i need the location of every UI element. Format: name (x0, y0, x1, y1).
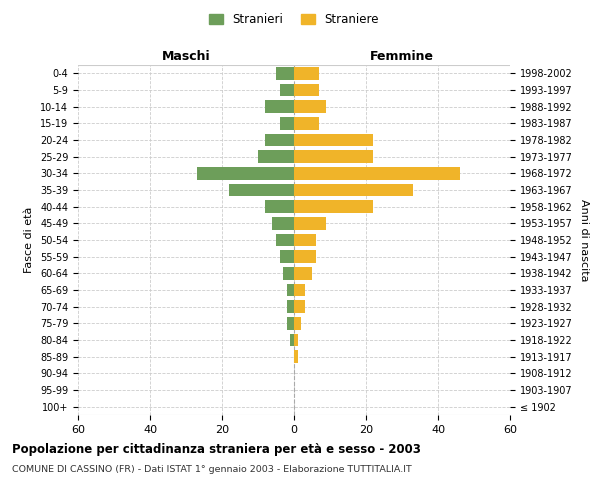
Text: Femmine: Femmine (370, 50, 434, 64)
Bar (294, 267, 312, 280)
Bar (287, 300, 294, 313)
Bar (294, 350, 298, 363)
Y-axis label: Fasce di età: Fasce di età (25, 207, 34, 273)
Bar (294, 250, 316, 263)
Text: Popolazione per cittadinanza straniera per età e sesso - 2003: Popolazione per cittadinanza straniera p… (12, 442, 421, 456)
Bar (258, 150, 294, 163)
Bar (294, 84, 319, 96)
Bar (294, 334, 298, 346)
Bar (287, 317, 294, 330)
Bar (294, 67, 319, 80)
Bar (294, 167, 460, 179)
Bar (287, 284, 294, 296)
Text: COMUNE DI CASSINO (FR) - Dati ISTAT 1° gennaio 2003 - Elaborazione TUTTITALIA.IT: COMUNE DI CASSINO (FR) - Dati ISTAT 1° g… (12, 465, 412, 474)
Bar (294, 217, 326, 230)
Bar (294, 134, 373, 146)
Bar (272, 217, 294, 230)
Bar (294, 234, 316, 246)
Bar (265, 134, 294, 146)
Bar (294, 284, 305, 296)
Bar (229, 184, 294, 196)
Bar (276, 67, 294, 80)
Bar (294, 117, 319, 130)
Legend: Stranieri, Straniere: Stranieri, Straniere (204, 8, 384, 31)
Bar (280, 250, 294, 263)
Bar (294, 317, 301, 330)
Bar (265, 100, 294, 113)
Bar (265, 200, 294, 213)
Text: Maschi: Maschi (161, 50, 211, 64)
Bar (280, 84, 294, 96)
Bar (294, 184, 413, 196)
Y-axis label: Anni di nascita: Anni di nascita (579, 198, 589, 281)
Bar (294, 200, 373, 213)
Bar (280, 117, 294, 130)
Bar (197, 167, 294, 179)
Bar (276, 234, 294, 246)
Bar (290, 334, 294, 346)
Bar (294, 150, 373, 163)
Bar (283, 267, 294, 280)
Bar (294, 100, 326, 113)
Bar (294, 300, 305, 313)
